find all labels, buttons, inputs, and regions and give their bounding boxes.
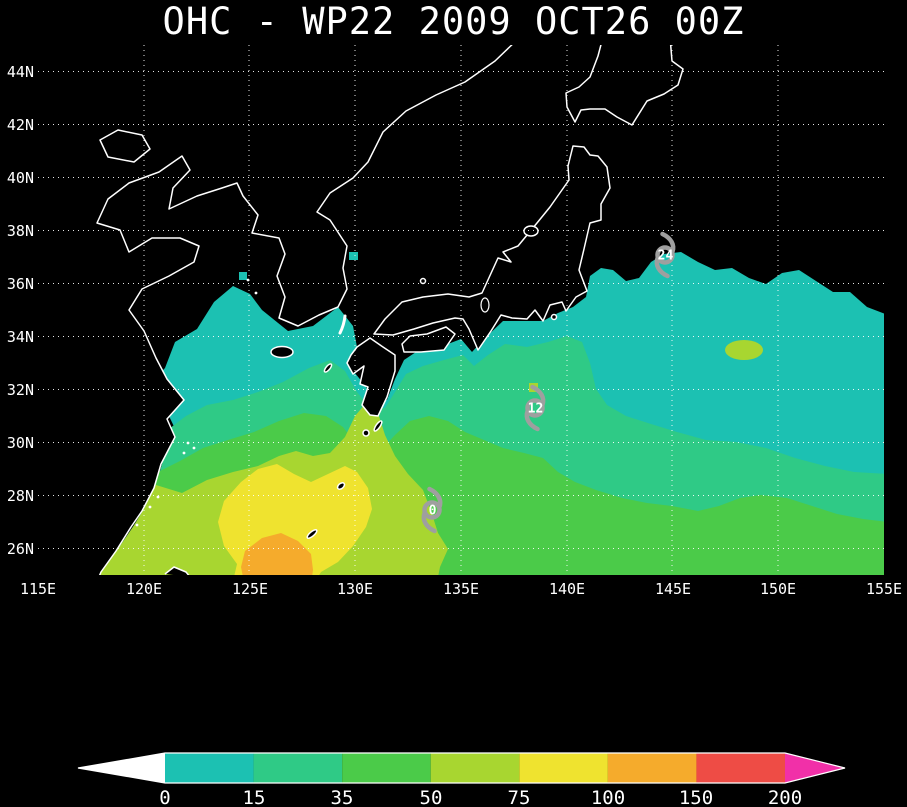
island-jeju — [270, 345, 294, 359]
lon-tick-label: 130E — [336, 580, 374, 598]
colorbar-under-arrow — [78, 753, 165, 783]
lat-tick-label: 30N — [6, 434, 34, 452]
map-plot: 24 12 0 — [38, 45, 884, 575]
lon-tick-label: 115E — [19, 580, 57, 598]
lon-tick-label: 145E — [654, 580, 692, 598]
lon-tick-label: 135E — [442, 580, 480, 598]
lon-tick-label: 125E — [231, 580, 269, 598]
lat-tick-label: 32N — [6, 381, 34, 399]
lake-inland-northwest — [99, 129, 151, 163]
colorbar-segment — [607, 753, 697, 783]
lat-tick-label: 42N — [6, 116, 34, 134]
coast-hokkaido — [565, 45, 684, 126]
colorbar-outline — [77, 752, 846, 784]
island-izu-oshima — [550, 313, 558, 321]
figure-title: OHC - WP22 2009 OCT26 00Z — [162, 0, 745, 43]
tc-symbol-icon — [422, 500, 442, 520]
lat-lon-grid — [38, 45, 884, 575]
island-tsushima — [338, 314, 347, 335]
colorbar-tick-label: 0 — [159, 787, 171, 807]
colorbar-over-arrow — [785, 753, 845, 783]
colorbar — [77, 752, 846, 784]
colorbar-segment — [519, 753, 608, 783]
lon-tick-label: 140E — [548, 580, 586, 598]
lat-tick-label: 28N — [6, 487, 34, 505]
island-amami — [336, 482, 346, 490]
colorbar-tick-label: 75 — [507, 787, 531, 807]
storm-symbol-0h: 0 — [421, 486, 443, 534]
lat-tick-label: 34N — [6, 328, 34, 346]
colorbar-segment — [165, 753, 254, 783]
island-oki — [419, 277, 427, 285]
lon-tick-label: 155E — [865, 580, 903, 598]
tc-symbol-icon — [525, 398, 545, 418]
storm-symbol-24h: 24 — [654, 231, 676, 279]
colorbar-tick-label: 200 — [767, 787, 803, 807]
ohc-band-100-150 — [241, 533, 313, 575]
island-tanegashima — [373, 420, 383, 432]
colorbar-tick-label: 50 — [419, 787, 443, 807]
storm-label-0: 0 — [429, 504, 437, 519]
ohc-field — [97, 252, 884, 575]
lake-biwa — [480, 297, 490, 313]
colorbar-segment — [696, 753, 786, 783]
coast-honshu — [373, 145, 611, 351]
coast-shikoku — [401, 326, 456, 353]
storm-label-24: 24 — [658, 249, 674, 264]
island-sado — [523, 225, 539, 237]
storm-track: 24 12 0 — [421, 231, 676, 534]
colorbar-tick-label: 35 — [330, 787, 354, 807]
tc-symbol-icon — [655, 245, 675, 265]
island-goto — [323, 363, 333, 373]
lat-tick-label: 26N — [6, 540, 34, 558]
colorbar-segment — [342, 753, 431, 783]
colorbar-tick-label: 150 — [678, 787, 714, 807]
lat-tick-label: 38N — [6, 222, 34, 240]
colorbar-tick-label: 100 — [590, 787, 626, 807]
lon-tick-label: 150E — [759, 580, 797, 598]
storm-label-12: 12 — [528, 402, 544, 417]
lat-tick-label: 36N — [6, 275, 34, 293]
colorbar-segment — [430, 753, 520, 783]
lon-tick-label: 120E — [125, 580, 163, 598]
coastlines — [38, 45, 684, 575]
coast-taiwan-tip — [164, 566, 190, 575]
ohc-speck-teal-eastsea — [349, 252, 358, 260]
colorbar-tick-label: 15 — [242, 787, 266, 807]
ohc-speck-teal-yellowsea — [239, 272, 247, 280]
ohc-spot-50-75-east — [725, 340, 763, 360]
island-okinawa — [306, 529, 318, 539]
colorbar-segment — [253, 753, 343, 783]
coast-kyushu — [346, 337, 396, 417]
lat-tick-label: 44N — [6, 63, 34, 81]
storm-symbol-12h: 12 — [524, 384, 546, 432]
island-yakushima — [362, 429, 370, 437]
lat-tick-label: 40N — [6, 169, 34, 187]
